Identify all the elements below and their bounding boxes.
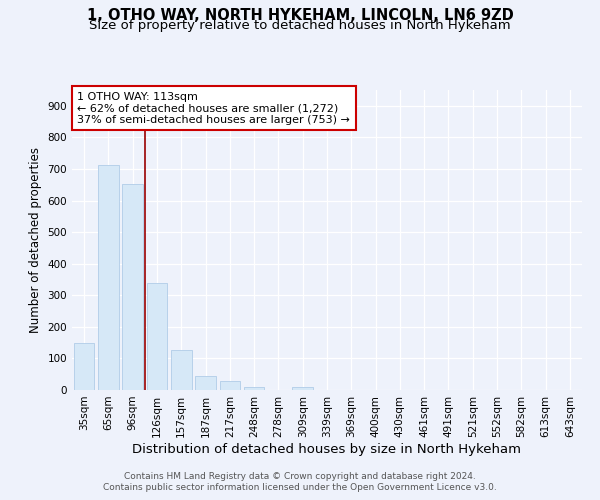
Bar xyxy=(146,282,167,390)
Bar xyxy=(171,350,191,390)
X-axis label: Distribution of detached houses by size in North Hykeham: Distribution of detached houses by size … xyxy=(133,442,521,456)
Bar xyxy=(220,382,240,390)
Bar xyxy=(98,165,119,390)
Bar xyxy=(244,387,265,390)
Text: 1, OTHO WAY, NORTH HYKEHAM, LINCOLN, LN6 9ZD: 1, OTHO WAY, NORTH HYKEHAM, LINCOLN, LN6… xyxy=(86,8,514,22)
Bar xyxy=(122,184,143,390)
Bar xyxy=(292,388,313,390)
Text: 1 OTHO WAY: 113sqm
← 62% of detached houses are smaller (1,272)
37% of semi-deta: 1 OTHO WAY: 113sqm ← 62% of detached hou… xyxy=(77,92,350,124)
Bar xyxy=(195,376,216,390)
Text: Contains HM Land Registry data © Crown copyright and database right 2024.
Contai: Contains HM Land Registry data © Crown c… xyxy=(103,472,497,492)
Bar xyxy=(74,342,94,390)
Text: Size of property relative to detached houses in North Hykeham: Size of property relative to detached ho… xyxy=(89,19,511,32)
Y-axis label: Number of detached properties: Number of detached properties xyxy=(29,147,42,333)
